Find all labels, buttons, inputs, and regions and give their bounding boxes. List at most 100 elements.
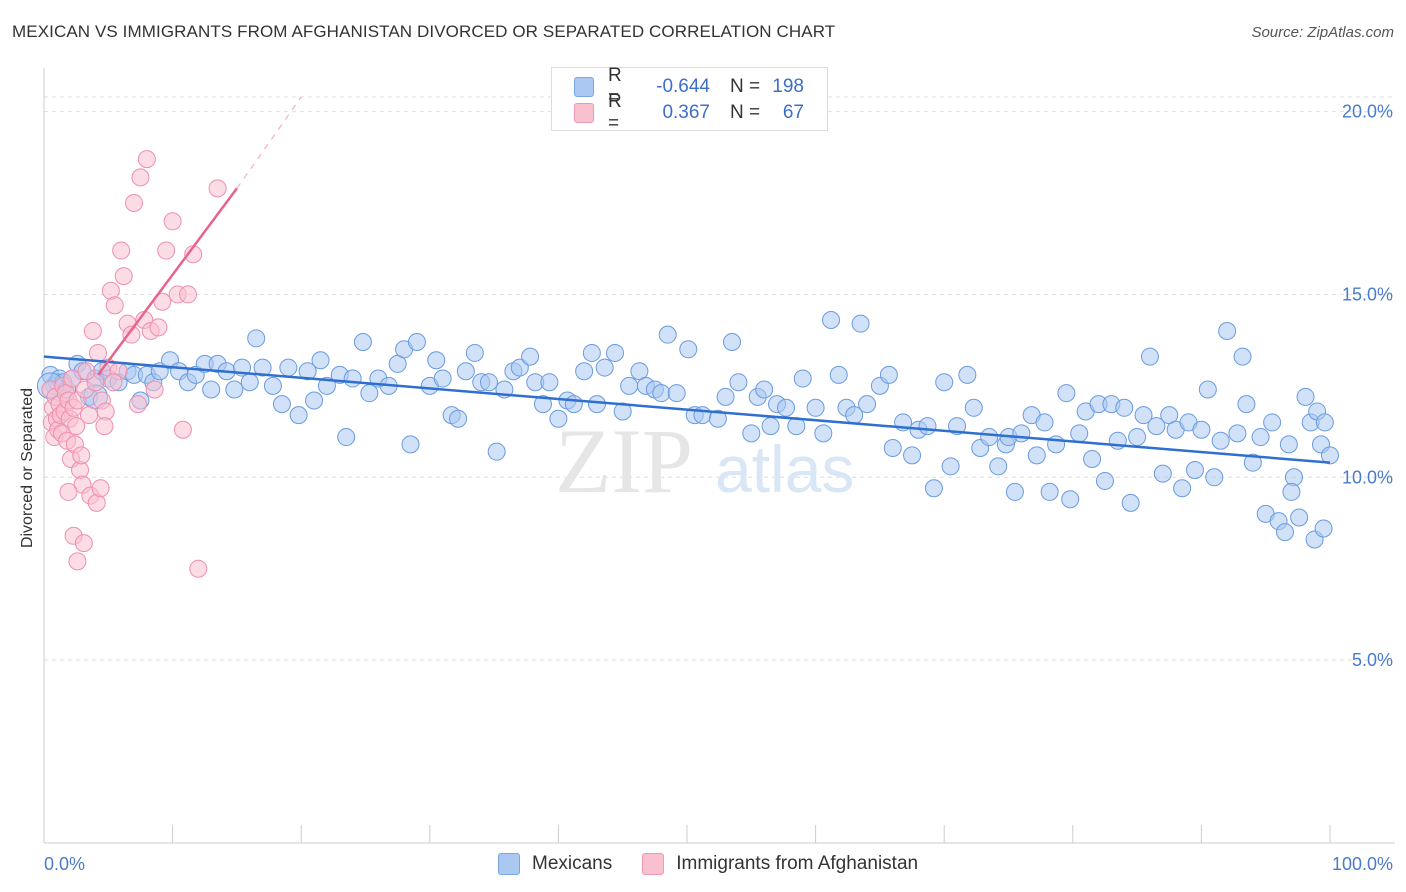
- mexicans-point: [1279, 435, 1298, 454]
- mexicans-point: [407, 332, 426, 351]
- mexicans-point: [613, 402, 632, 421]
- mexicans-point: [279, 358, 298, 377]
- mexicans-point: [858, 395, 877, 414]
- afghanistan-point: [189, 559, 208, 578]
- afghanistan-point: [83, 322, 102, 340]
- mexicans-point: [777, 398, 796, 417]
- mexicans-point: [521, 347, 540, 366]
- mexicans-point: [337, 428, 356, 447]
- mexicans-point: [465, 343, 484, 362]
- mexicans-point: [1147, 417, 1166, 436]
- mexicans-point: [289, 406, 308, 425]
- series-legend-afghanistan[interactable]: Immigrants from Afghanistan: [642, 853, 918, 875]
- afghanistan-point: [74, 534, 93, 553]
- mexicans-point: [317, 376, 336, 395]
- mexicans-point: [1321, 446, 1339, 465]
- mexicans-point: [263, 376, 282, 395]
- legend-swatch-blue: [574, 77, 594, 97]
- mexicans-point: [1315, 413, 1334, 432]
- mexicans-point: [1205, 468, 1224, 487]
- mexicans-point: [883, 439, 902, 458]
- mexicans-point: [353, 332, 372, 351]
- mexicans-point: [1027, 446, 1046, 465]
- afghanistan-trend-line: [97, 187, 238, 376]
- source-label: Source: ZipAtlas.com: [1251, 24, 1394, 41]
- afghanistan-point: [72, 446, 91, 465]
- legend-n-value: 67: [782, 102, 804, 123]
- mexicans-point: [1228, 424, 1247, 443]
- series-legend-mexicans[interactable]: Mexicans: [498, 853, 612, 875]
- mexicans-point: [708, 409, 727, 428]
- y-tick-label: 20.0%: [1342, 102, 1393, 122]
- mexicans-point: [1296, 387, 1315, 406]
- mexicans-point: [449, 409, 468, 428]
- afghanistan-point: [131, 168, 150, 187]
- mexicans-point: [924, 479, 943, 498]
- mexicans-point: [761, 417, 780, 436]
- legend-swatch-pink: [574, 103, 594, 123]
- series-label-mexicans: Mexicans: [532, 853, 613, 874]
- mexicans-point: [253, 358, 272, 377]
- mexicans-point: [595, 358, 614, 377]
- afghanistan-point: [80, 406, 99, 425]
- x-tick-label-min: 0.0%: [44, 854, 85, 874]
- legend-r-label: R =: [608, 65, 622, 108]
- trend-lines: [43, 96, 1331, 464]
- afghanistan-point: [89, 343, 108, 362]
- mexicans-point: [1218, 322, 1237, 340]
- mexicans-point: [1198, 380, 1217, 399]
- legend-r-value: -0.644: [656, 76, 710, 97]
- mexicans-point: [1035, 413, 1054, 432]
- afghanistan-point: [112, 241, 131, 260]
- afghanistan-point: [91, 479, 110, 498]
- mexicans-point: [822, 311, 841, 330]
- mexicans-point: [620, 376, 639, 395]
- mexicans-point: [1237, 395, 1256, 414]
- y-tick-label: 15.0%: [1342, 284, 1393, 304]
- mexicans-point: [679, 340, 698, 359]
- mexicans-point: [225, 380, 244, 399]
- mexicans-point: [1005, 482, 1024, 501]
- afghanistan-point: [149, 318, 168, 337]
- mexicans-point: [1243, 453, 1262, 472]
- mexicans-point: [1134, 406, 1153, 425]
- afghanistan-point: [157, 241, 176, 260]
- afghanistan-point: [68, 552, 87, 571]
- mexicans-point: [427, 351, 446, 370]
- mexicans-point: [1275, 523, 1294, 542]
- mexicans-point: [433, 369, 452, 388]
- mexicans-point: [1290, 508, 1309, 527]
- mexicans-point: [272, 395, 291, 414]
- mexicans-point: [298, 362, 317, 381]
- mexicans-point: [723, 332, 742, 351]
- mexicans-point: [941, 457, 960, 476]
- mexicans-point: [1083, 450, 1102, 468]
- mexicans-point: [903, 446, 922, 465]
- mexicans-point: [487, 442, 506, 461]
- mexicans-point: [1095, 471, 1114, 490]
- mexicans-point: [729, 373, 748, 392]
- axes: [43, 68, 1395, 844]
- mexicans-point: [575, 362, 594, 381]
- mexicans-point: [240, 373, 259, 392]
- afghanistan-point: [67, 417, 86, 436]
- mexicans-point: [879, 365, 898, 384]
- afghanistan-point: [95, 417, 114, 436]
- mexicans-point: [1173, 479, 1192, 498]
- afghanistan-point: [59, 482, 78, 501]
- x-tick-label-max: 100.0%: [1332, 854, 1393, 874]
- legend: R = -0.644 N = 198 R = 0.367 N = 67: [551, 65, 828, 134]
- mexicans-trend-line: [43, 355, 1331, 464]
- mexicans-point: [652, 384, 671, 403]
- mexicans-point: [564, 395, 583, 414]
- mexicans-point: [814, 424, 833, 443]
- mexicans-point: [1211, 431, 1230, 450]
- mexicans-point: [1061, 490, 1080, 509]
- afghanistan-point: [122, 325, 141, 344]
- mexicans-point: [1153, 464, 1172, 483]
- mexicans-point: [1140, 347, 1159, 366]
- chart-title: MEXICAN VS IMMIGRANTS FROM AFGHANISTAN D…: [12, 22, 836, 41]
- mexicans-point: [533, 395, 552, 414]
- afghanistan-point: [137, 150, 156, 169]
